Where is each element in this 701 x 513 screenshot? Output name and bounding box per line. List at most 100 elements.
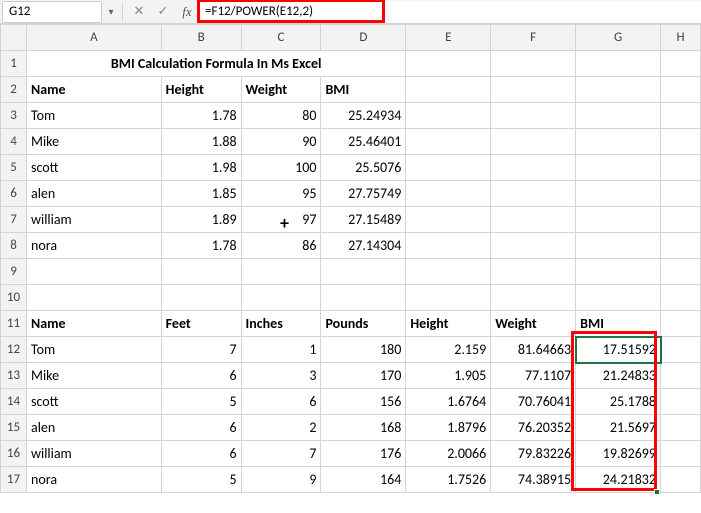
cell[interactable]: 1.6764 <box>406 389 491 415</box>
cell[interactable] <box>161 285 241 311</box>
cell[interactable] <box>661 207 701 233</box>
col-header-D[interactable]: D <box>321 25 406 51</box>
cell[interactable]: alen <box>26 181 161 207</box>
col-header-G[interactable]: G <box>576 25 661 51</box>
cell[interactable] <box>661 363 701 389</box>
row-header-9[interactable]: 9 <box>1 259 27 285</box>
cell[interactable]: 1 <box>241 337 321 363</box>
cell[interactable]: Weight <box>241 77 321 103</box>
cell[interactable] <box>491 181 576 207</box>
cell[interactable]: 1.78 <box>161 103 241 129</box>
select-all-corner[interactable] <box>1 25 27 51</box>
col-header-E[interactable]: E <box>406 25 491 51</box>
cell[interactable]: 176 <box>321 441 406 467</box>
cell[interactable]: 6 <box>241 389 321 415</box>
cell[interactable]: 2.159 <box>406 337 491 363</box>
cell[interactable]: Tom <box>26 103 161 129</box>
cell[interactable]: 6 <box>161 441 241 467</box>
cell[interactable]: Mike <box>26 129 161 155</box>
cell[interactable]: 180 <box>321 337 406 363</box>
cell[interactable] <box>576 51 661 77</box>
title-cell[interactable]: BMI Calculation Formula In Ms Excel <box>26 51 405 77</box>
cell[interactable] <box>491 51 576 77</box>
cell[interactable]: 156 <box>321 389 406 415</box>
cell[interactable]: 79.83226 <box>491 441 576 467</box>
cell[interactable]: 6 <box>161 363 241 389</box>
cell[interactable]: 81.64663 <box>491 337 576 363</box>
cell[interactable]: william <box>26 441 161 467</box>
cell[interactable]: 1.78 <box>161 233 241 259</box>
cell[interactable]: 25.5076 <box>321 155 406 181</box>
cell[interactable] <box>576 77 661 103</box>
cell[interactable]: scott <box>26 155 161 181</box>
cell[interactable]: 7 <box>161 337 241 363</box>
cell[interactable]: 6 <box>161 415 241 441</box>
cell[interactable] <box>406 181 491 207</box>
cell[interactable]: 2 <box>241 415 321 441</box>
col-header-C[interactable]: C <box>241 25 321 51</box>
cell[interactable]: 1.98 <box>161 155 241 181</box>
col-header-B[interactable]: B <box>161 25 241 51</box>
row-header-16[interactable]: 16 <box>1 441 27 467</box>
cell[interactable]: 1.7526 <box>406 467 491 493</box>
cell[interactable] <box>491 233 576 259</box>
cell[interactable]: Tom <box>26 337 161 363</box>
cell[interactable]: 100 <box>241 155 321 181</box>
cell[interactable]: 1.8796 <box>406 415 491 441</box>
cell[interactable] <box>26 285 161 311</box>
row-header-8[interactable]: 8 <box>1 233 27 259</box>
cell[interactable] <box>491 103 576 129</box>
row-header-7[interactable]: 7 <box>1 207 27 233</box>
cell[interactable]: 25.46401 <box>321 129 406 155</box>
cell[interactable]: 1.88 <box>161 129 241 155</box>
cell[interactable]: 170 <box>321 363 406 389</box>
selected-cell[interactable]: 17.51592 <box>576 337 661 363</box>
row-header-5[interactable]: 5 <box>1 155 27 181</box>
cell[interactable] <box>661 181 701 207</box>
cell[interactable] <box>491 155 576 181</box>
cancel-formula-icon[interactable]: ✕ <box>127 2 151 22</box>
cell[interactable]: 95 <box>241 181 321 207</box>
cell[interactable] <box>661 389 701 415</box>
cell[interactable] <box>406 155 491 181</box>
cell[interactable] <box>576 285 661 311</box>
cell[interactable]: Feet <box>161 311 241 337</box>
cell[interactable] <box>406 233 491 259</box>
cell[interactable]: 168 <box>321 415 406 441</box>
cell[interactable] <box>661 155 701 181</box>
cell[interactable]: 5 <box>161 389 241 415</box>
col-header-A[interactable]: A <box>26 25 161 51</box>
cell[interactable] <box>576 103 661 129</box>
cell[interactable]: 19.82699 <box>576 441 661 467</box>
cell[interactable] <box>576 155 661 181</box>
cell[interactable] <box>26 259 161 285</box>
row-header-4[interactable]: 4 <box>1 129 27 155</box>
cell[interactable] <box>661 103 701 129</box>
name-box[interactable]: G12 <box>2 1 102 23</box>
cell[interactable] <box>661 311 701 337</box>
cell[interactable] <box>661 77 701 103</box>
cell[interactable]: BMI <box>321 77 406 103</box>
cell[interactable]: 76.20352 <box>491 415 576 441</box>
cell[interactable] <box>661 415 701 441</box>
cell[interactable] <box>661 51 701 77</box>
cell[interactable]: 27.15489 <box>321 207 406 233</box>
cell[interactable]: Mike <box>26 363 161 389</box>
cell[interactable] <box>406 77 491 103</box>
cell[interactable]: 1.905 <box>406 363 491 389</box>
cell[interactable] <box>321 259 406 285</box>
cell[interactable]: Height <box>406 311 491 337</box>
cell[interactable] <box>406 51 491 77</box>
fx-icon[interactable]: fx <box>175 2 199 22</box>
row-header-3[interactable]: 3 <box>1 103 27 129</box>
cell[interactable]: 90 <box>241 129 321 155</box>
cell[interactable]: 27.14304 <box>321 233 406 259</box>
cell[interactable]: 9 <box>241 467 321 493</box>
cell[interactable] <box>491 285 576 311</box>
cell[interactable]: 74.38915 <box>491 467 576 493</box>
cell[interactable]: william <box>26 207 161 233</box>
cell[interactable] <box>661 337 701 363</box>
cell[interactable] <box>406 259 491 285</box>
cell[interactable]: 164 <box>321 467 406 493</box>
name-box-dropdown-icon[interactable]: ▾ <box>104 5 118 18</box>
